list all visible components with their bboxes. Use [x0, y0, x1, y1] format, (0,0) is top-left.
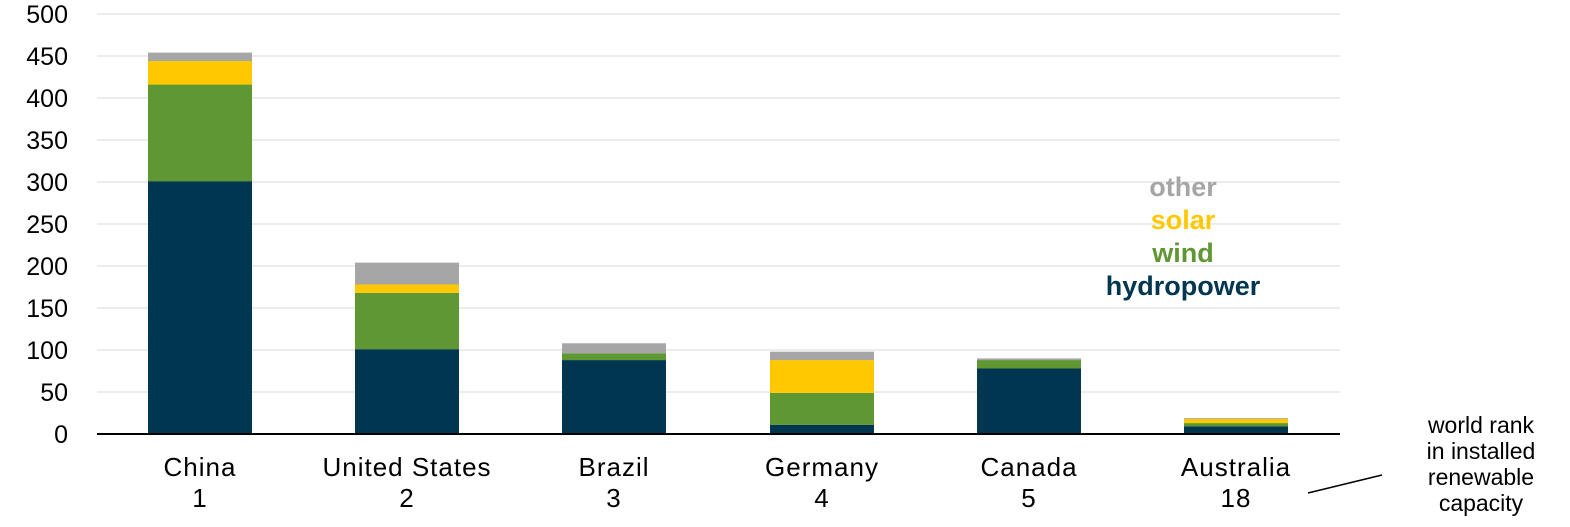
bar-segment-other: [148, 52, 252, 62]
bar-segment-solar: [148, 61, 252, 85]
bar-stack: [355, 262, 459, 434]
rank-label: 1: [192, 483, 207, 513]
bar-segment-other: [355, 262, 459, 285]
bar-segment-hydropower: [770, 424, 874, 434]
legend-item-solar: solar: [1151, 205, 1216, 235]
x-tick-label: Australia: [1181, 452, 1291, 482]
annotation-line-4: capacity: [1438, 490, 1524, 516]
y-tick-label: 300: [26, 169, 68, 197]
bar-segment-solar: [770, 360, 874, 393]
bar-segment-hydropower: [355, 349, 459, 434]
y-tick-label: 100: [26, 337, 68, 365]
bar-stack: [562, 343, 666, 434]
rank-label: 4: [814, 483, 829, 513]
bar-stack: [1184, 418, 1288, 434]
bar-segment-hydropower: [562, 360, 666, 434]
annotation-line-1: world rank: [1427, 412, 1535, 438]
legend-item-wind: wind: [1151, 238, 1214, 268]
y-tick-label: 350: [26, 127, 68, 155]
gridlines: [97, 13, 1340, 393]
bar-segment-other: [562, 343, 666, 354]
bar-stack: [148, 52, 252, 434]
x-tick-label: Brazil: [578, 452, 649, 482]
bar-segment-other: [770, 351, 874, 361]
y-tick-label: 250: [26, 211, 68, 239]
y-tick-label: 500: [26, 1, 68, 29]
bar-segment-other: [1184, 418, 1288, 419]
y-tick-label: 150: [26, 295, 68, 323]
bar-stack: [977, 358, 1081, 434]
bar-segment-wind: [977, 360, 1081, 369]
bar-segment-wind: [355, 292, 459, 350]
y-tick-label: 0: [54, 421, 68, 449]
y-tick-label: 450: [26, 43, 68, 71]
bar-segment-wind: [1184, 423, 1288, 427]
bar-segment-wind: [770, 392, 874, 425]
x-tick-label: United States: [322, 452, 491, 482]
rank-label: 3: [606, 483, 621, 513]
bar-segment-other: [977, 358, 1081, 361]
bar-segment-solar: [1184, 418, 1288, 424]
x-tick-label: Canada: [980, 452, 1077, 482]
bar-segment-solar: [355, 284, 459, 293]
bars: [148, 52, 1288, 434]
annotation-line-3: renewable: [1427, 464, 1535, 490]
y-tick-label: 400: [26, 85, 68, 113]
bar-segment-wind: [562, 353, 666, 361]
annotation-line-2: in installed: [1426, 438, 1536, 464]
annotation-leader-line: [1307, 474, 1383, 494]
bar-segment-hydropower: [148, 181, 252, 434]
bar-stack: [770, 351, 874, 434]
y-tick-label: 50: [40, 379, 68, 407]
world-rank-annotation: world rank in installed renewable capaci…: [1392, 412, 1570, 516]
bar-segment-wind: [148, 84, 252, 182]
legend-item-other: other: [1149, 172, 1217, 202]
y-tick-label: 200: [26, 253, 68, 281]
rank-label: 2: [399, 483, 414, 513]
rank-label: 5: [1021, 483, 1036, 513]
rank-label: 18: [1221, 483, 1252, 513]
y-axis-tick-labels: 0 50 100 150 200 250 300 350 400 450 500: [26, 1, 68, 449]
bar-segment-hydropower: [977, 368, 1081, 434]
x-tick-label: Germany: [765, 452, 879, 482]
x-tick-label: China: [164, 452, 237, 482]
legend-item-hydropower: hydropower: [1106, 271, 1261, 301]
bar-segment-hydropower: [1184, 426, 1288, 434]
